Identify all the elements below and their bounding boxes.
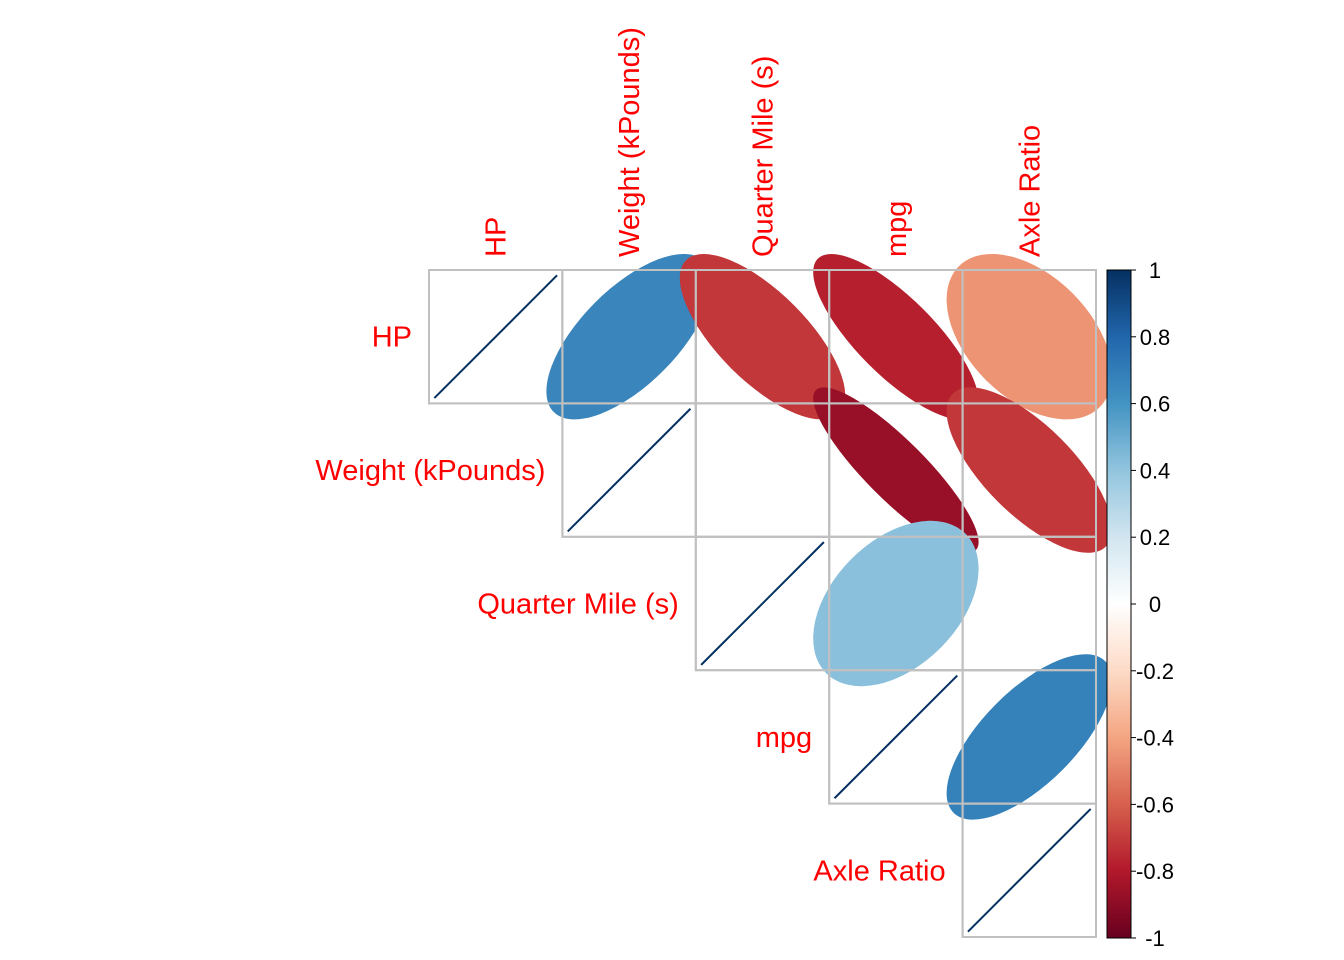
colorbar-tick-label: -0.4 bbox=[1136, 726, 1174, 751]
cell-quarter-mile-s-axle-ratio bbox=[961, 535, 1097, 672]
mark-axle-ratio-axle-ratio bbox=[967, 808, 1092, 933]
colorbar-scale bbox=[1106, 269, 1132, 939]
mark-weight-kpounds-mpg bbox=[813, 387, 979, 553]
colorbar-tick-label: -1 bbox=[1145, 926, 1165, 951]
row-label-weight-kpounds: Weight (kPounds) bbox=[315, 455, 545, 487]
row-label-axle-ratio: Axle Ratio bbox=[813, 855, 945, 887]
mark-hp-quarter-mile-s bbox=[679, 253, 846, 420]
colorbar-tick-label: 0.6 bbox=[1140, 392, 1171, 417]
cell-border bbox=[961, 535, 1097, 672]
colorbar-tick-label: 1 bbox=[1149, 258, 1161, 283]
column-label-hp: HP bbox=[481, 217, 513, 257]
cell-border bbox=[961, 802, 1097, 938]
colorbar-tick-label: 0.4 bbox=[1140, 458, 1171, 483]
mark-hp-axle-ratio bbox=[946, 253, 1113, 420]
colorbar: 1 0.8 0.6 0.4 0.2 0 -0.2 -0.4 -0.6 -0.8 -1 bbox=[1106, 258, 1174, 951]
colorbar-tick-label: 0.8 bbox=[1140, 325, 1171, 350]
cells-layer bbox=[428, 253, 1113, 938]
mark-weight-kpounds-axle-ratio bbox=[946, 387, 1113, 553]
row-labels: HP Weight (kPounds) Quarter Mile (s) mpg Axl… bbox=[315, 322, 945, 888]
colorbar-tick-label: 0 bbox=[1149, 592, 1161, 617]
colorbar-tick-label: -0.6 bbox=[1136, 792, 1174, 817]
cell-border bbox=[694, 402, 831, 538]
column-label-weight-kpounds: Weight (kPounds) bbox=[614, 27, 646, 257]
mark-hp-mpg bbox=[813, 253, 979, 420]
colorbar-tick-label: -0.8 bbox=[1136, 859, 1174, 884]
column-label-quarter-mile-s: Quarter Mile (s) bbox=[748, 56, 780, 257]
row-label-quarter-mile-s: Quarter Mile (s) bbox=[477, 589, 678, 621]
column-labels: HP Weight (kPounds) Quarter Mile (s) mpg Axl… bbox=[481, 27, 1047, 257]
colorbar-tick-label: 0.2 bbox=[1140, 525, 1171, 550]
row-label-hp: HP bbox=[372, 322, 412, 354]
cell-weight-kpounds-quarter-mile-s bbox=[694, 402, 831, 538]
mark-hp-weight-kpounds bbox=[546, 253, 712, 420]
mark-quarter-mile-s-mpg bbox=[813, 520, 979, 687]
row-label-mpg: mpg bbox=[756, 722, 812, 754]
column-label-axle-ratio: Axle Ratio bbox=[1014, 125, 1046, 257]
mark-mpg-axle-ratio bbox=[946, 654, 1113, 820]
mark-quarter-mile-s-quarter-mile-s bbox=[700, 541, 825, 666]
mark-weight-kpounds-weight-kpounds bbox=[567, 408, 692, 533]
column-label-mpg: mpg bbox=[881, 201, 913, 257]
mark-mpg-mpg bbox=[833, 674, 958, 799]
colorbar-tick-label: -0.2 bbox=[1136, 659, 1174, 684]
mark-hp-hp bbox=[433, 274, 558, 399]
